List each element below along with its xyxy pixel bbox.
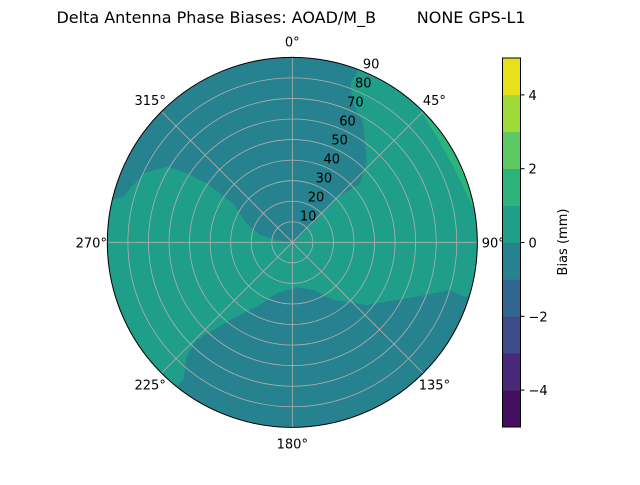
r-tick-label: 90 — [363, 57, 380, 72]
grid-spoke-135 — [292, 242, 424, 374]
theta-tick-label: 270° — [76, 236, 107, 251]
theta-tick-label: 90° — [482, 236, 505, 251]
theta-tick-label: 180° — [277, 437, 308, 452]
contour-region-0-1 — [107, 57, 478, 428]
grid-spoke-315 — [161, 111, 293, 243]
r-tick-label: 80 — [355, 76, 372, 91]
colorbar-band — [502, 390, 521, 428]
colorbar-tick-label: 4 — [529, 89, 537, 104]
colorbar-tick-label: 2 — [529, 163, 537, 178]
r-tick-label: 60 — [339, 114, 356, 129]
colorbar-band — [502, 131, 521, 169]
r-tick-label: 20 — [308, 190, 325, 205]
grid-spoke-225 — [161, 242, 293, 374]
polar-frame — [106, 56, 478, 428]
colorbar: −4 −2 0 2 4 — [502, 57, 548, 428]
colorbar-tick-label: −4 — [529, 384, 548, 399]
colorbar-band — [502, 316, 521, 354]
r-tick-label: 70 — [347, 95, 364, 110]
colorbar-band — [502, 353, 521, 391]
colorbar-band — [502, 94, 521, 133]
theta-tick-label: 135° — [419, 378, 450, 393]
grid-spoke-45 — [292, 111, 424, 243]
colorbar-band — [502, 205, 521, 243]
chart-title: Delta Antenna Phase Biases: AOAD/M_B NON… — [56, 8, 525, 28]
r-tick-label: 10 — [300, 209, 317, 224]
theta-tick-label: 225° — [135, 378, 166, 393]
polar-grid — [106, 56, 478, 428]
r-tick-label: 50 — [331, 133, 348, 148]
theta-tick-label: 45° — [423, 94, 446, 109]
theta-tick-label: 0° — [285, 35, 300, 50]
theta-tick-label: 315° — [135, 94, 166, 109]
colorbar-label: Bias (mm) — [556, 209, 571, 276]
colorbar-band — [502, 242, 521, 280]
colorbar-band — [502, 279, 521, 317]
colorbar-tick-label: −2 — [529, 310, 548, 325]
colorbar-tick-label: 0 — [529, 237, 537, 252]
colorbar-band — [502, 168, 521, 206]
r-tick-label: 40 — [323, 152, 340, 167]
colorbar-band — [502, 58, 521, 96]
r-tick-label: 30 — [316, 171, 333, 186]
